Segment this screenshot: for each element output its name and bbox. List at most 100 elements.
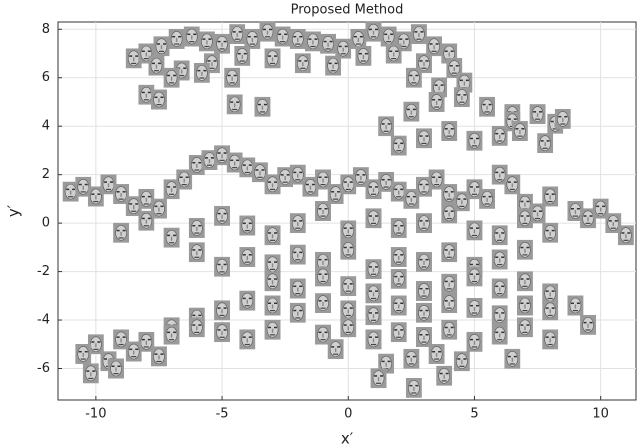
face-point (214, 256, 231, 277)
face-point (554, 108, 571, 129)
face-point (259, 21, 276, 42)
face-point (327, 339, 344, 360)
face-point (542, 329, 559, 350)
face-point (580, 314, 597, 335)
face-point (264, 271, 281, 292)
face-point (479, 96, 496, 117)
face-point (567, 295, 584, 316)
face-point (466, 220, 483, 241)
face-point (466, 266, 483, 287)
face-point (226, 94, 243, 115)
face-point (289, 244, 306, 265)
face-point (264, 295, 281, 316)
face-point (453, 351, 470, 372)
face-point (193, 62, 210, 83)
y-tick-label: 0 (42, 216, 50, 231)
face-point (415, 280, 432, 301)
face-point (441, 293, 458, 314)
face-point (289, 278, 306, 299)
face-point (289, 302, 306, 323)
face-point (516, 208, 533, 229)
face-point (138, 210, 155, 231)
face-point (365, 329, 382, 350)
face-point (466, 297, 483, 318)
face-point (403, 348, 420, 369)
face-point (390, 135, 407, 156)
face-point (163, 227, 180, 248)
face-point (365, 259, 382, 280)
x-axis-label: x′ (341, 430, 354, 448)
face-point (466, 331, 483, 352)
x-tick-label: 0 (344, 407, 352, 422)
face-point (542, 186, 559, 207)
face-point (315, 293, 332, 314)
face-point (365, 21, 382, 42)
face-point (153, 36, 170, 57)
face-point (415, 213, 432, 234)
face-point (370, 368, 387, 389)
face-point (365, 305, 382, 326)
face-point (82, 363, 99, 384)
face-point (75, 343, 92, 364)
face-point (390, 322, 407, 343)
face-point (163, 67, 180, 88)
face-point (441, 203, 458, 224)
face-point (385, 43, 402, 64)
face-point (491, 324, 508, 345)
face-point (188, 217, 205, 238)
face-point (239, 329, 256, 350)
face-point (403, 101, 420, 122)
face-point (491, 305, 508, 326)
face-point (516, 271, 533, 292)
face-point (529, 104, 546, 125)
face-point (294, 53, 311, 74)
face-point (491, 278, 508, 299)
face-point (315, 201, 332, 221)
y-tick-label: 6 (42, 70, 50, 85)
face-point (214, 205, 231, 226)
face-point (150, 346, 167, 367)
face-point (428, 343, 445, 364)
face-point (542, 222, 559, 243)
face-point (340, 276, 357, 297)
face-point (516, 295, 533, 316)
face-point (239, 247, 256, 268)
face-point (516, 317, 533, 338)
face-point (436, 365, 453, 386)
chart-title: Proposed Method (291, 3, 404, 18)
face-point (428, 91, 445, 112)
face-point (441, 242, 458, 263)
face-point (537, 133, 554, 154)
x-tick-label: 5 (470, 407, 478, 422)
face-point (113, 222, 130, 243)
face-point (511, 121, 528, 142)
face-point (183, 26, 200, 47)
y-tick-label: -6 (37, 361, 50, 376)
face-point (289, 28, 306, 49)
face-point (410, 24, 427, 45)
face-point (491, 225, 508, 246)
face-point (254, 96, 271, 117)
face-point (365, 208, 382, 229)
face-point (415, 251, 432, 272)
y-tick-label: -4 (37, 313, 50, 328)
face-point (229, 24, 246, 45)
x-tick-label: -10 (85, 407, 106, 422)
face-point (390, 217, 407, 238)
face-point (214, 300, 231, 321)
face-point (239, 290, 256, 311)
face-point (378, 116, 395, 137)
face-point (264, 48, 281, 69)
face-point (320, 33, 337, 54)
face-point (617, 225, 634, 246)
face-point (491, 249, 508, 270)
face-point (274, 26, 291, 47)
face-point (504, 174, 521, 195)
y-tick-label: 4 (42, 119, 50, 134)
face-point (441, 319, 458, 340)
face-point (188, 317, 205, 338)
face-point (516, 239, 533, 260)
face-point (340, 317, 357, 338)
face-point (224, 67, 241, 88)
